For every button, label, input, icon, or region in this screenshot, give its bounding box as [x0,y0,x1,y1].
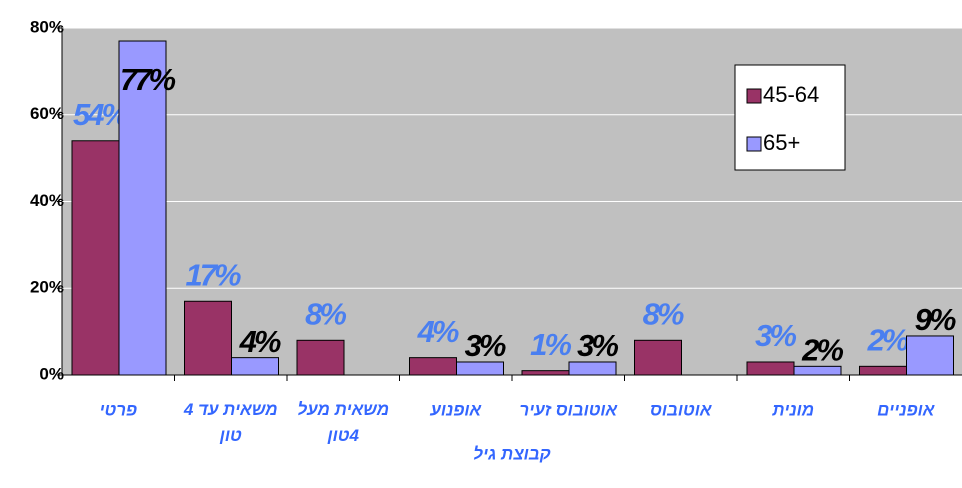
x-tick-label: אופנוע [429,400,481,419]
bar [634,339,682,376]
data-label: 77% [120,62,175,97]
x-tick-label: משאית מעל 4טון [297,400,389,445]
data-label: 4% [417,314,459,349]
bar [71,140,120,376]
bar [118,40,167,376]
bar [184,300,232,376]
bar [231,357,279,376]
y-tick-label: 40% [30,191,64,210]
data-label: 4% [239,324,281,359]
bar [568,361,617,376]
data-label: 8% [643,296,684,331]
x-tick-label: משאית עד 4 טון [183,400,278,445]
x-tick-label: אוטובוס [650,400,712,419]
y-tick-label: 20% [30,278,64,297]
bar [521,370,570,376]
legend-label: 45-64 [763,82,819,107]
x-tick-label: מונית [771,400,814,419]
legend-box [734,64,846,171]
bar [746,361,795,376]
legend-swatch [746,136,762,152]
bar [859,365,907,376]
data-label: 17% [185,257,240,292]
data-label: 9% [915,302,956,337]
y-tick-label: 80% [30,17,64,36]
data-label: 3% [577,328,618,363]
bar [409,357,457,376]
x-tick-label: אופניים [877,400,935,419]
data-label: 2% [867,323,909,358]
bar [456,361,504,376]
y-tick-label: 0% [39,364,64,383]
data-label: 1% [530,327,571,362]
data-label: 3% [465,328,506,363]
data-label: 8% [305,296,346,331]
x-tick-label: פרטי [99,400,137,419]
x-axis-title: קבוצת גיל [473,444,550,463]
bar [793,365,842,376]
legend-swatch [746,88,762,104]
bar [906,335,954,376]
legend-label: 65+ [763,130,800,155]
bar [296,339,345,376]
x-tick-label: אוטובוס זעיר [519,400,617,419]
data-label: 3% [755,318,796,353]
data-label: 2% [801,333,843,368]
y-tick-label: 60% [30,104,64,123]
